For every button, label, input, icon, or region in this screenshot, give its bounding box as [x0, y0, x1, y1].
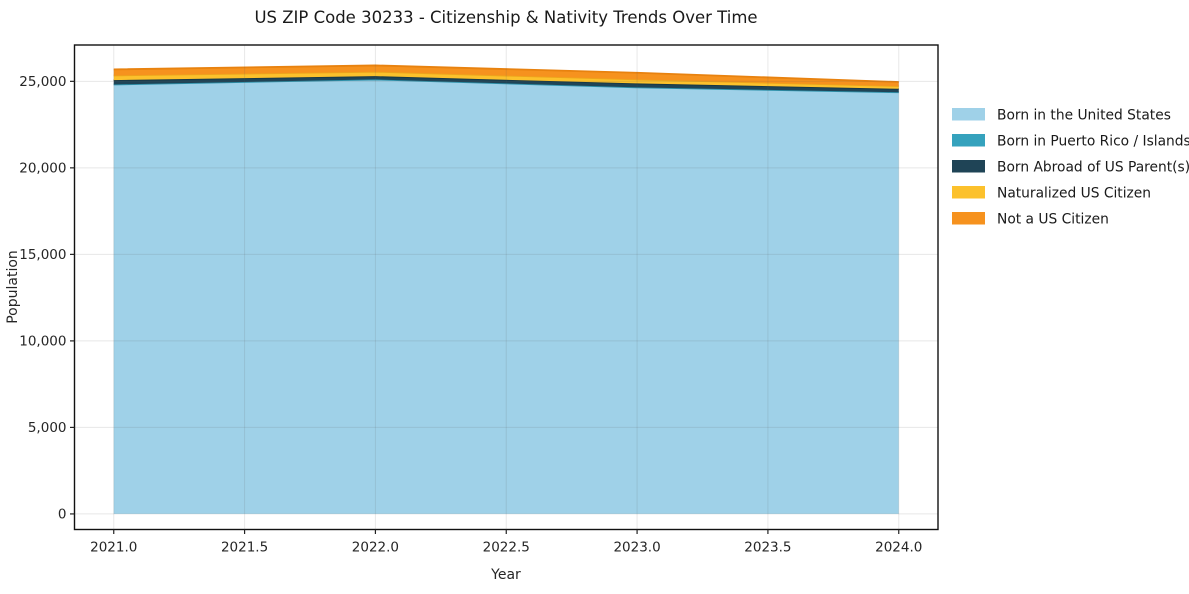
legend-label-naturalized: Naturalized US Citizen: [997, 186, 1151, 202]
y-tick-label: 0: [58, 506, 67, 522]
y-tick-label: 25,000: [19, 74, 66, 90]
y-tick-label: 15,000: [19, 247, 66, 263]
area-edge-not_citizen: [113, 64, 899, 83]
legend-swatch-naturalized: [952, 186, 985, 199]
legend-swatch-born_abroad: [952, 160, 985, 173]
legend-label-born_us: Born in the United States: [997, 108, 1171, 124]
chart-title: US ZIP Code 30233 - Citizenship & Nativi…: [254, 8, 757, 27]
area-born_us: [113, 79, 899, 514]
area-born_abroad: [113, 76, 899, 93]
area-naturalized: [113, 71, 899, 89]
legend: Born in the United States Born in Puerto …: [952, 108, 1189, 228]
legend-swatch-not_citizen: [952, 212, 985, 225]
legend-swatch-born_us: [952, 108, 985, 121]
gridlines: [74, 45, 938, 530]
y-axis-label: Population: [5, 250, 21, 324]
x-tick-label: 2022.5: [483, 540, 530, 556]
x-tick-label: 2021.0: [90, 540, 137, 556]
legend-label-not_citizen: Not a US Citizen: [997, 212, 1109, 228]
y-tick-label: 10,000: [19, 333, 66, 349]
stacked-areas: [113, 64, 899, 514]
y-tick-label: 5,000: [28, 420, 67, 436]
x-tick-label: 2022.0: [352, 540, 399, 556]
x-axis-ticks: 2021.0 2021.5 2022.0 2022.5 2023.0 2023.5 2024…: [90, 529, 922, 556]
legend-swatch-born_pr_islands: [952, 134, 985, 147]
legend-label-born_abroad: Born Abroad of US Parent(s): [997, 160, 1189, 176]
x-tick-label: 2024.0: [875, 540, 922, 556]
x-axis-label: Year: [490, 567, 521, 583]
x-tick-label: 2021.5: [221, 540, 268, 556]
y-axis-ticks: 0 5,000 10,000 15,000 20,000 25,000: [19, 74, 75, 522]
x-tick-label: 2023.0: [613, 540, 660, 556]
legend-label-born_pr_islands: Born in Puerto Rico / Islands: [997, 134, 1189, 150]
y-tick-label: 20,000: [19, 160, 66, 176]
x-tick-label: 2023.5: [744, 540, 791, 556]
area-not_citizen: [113, 65, 899, 87]
